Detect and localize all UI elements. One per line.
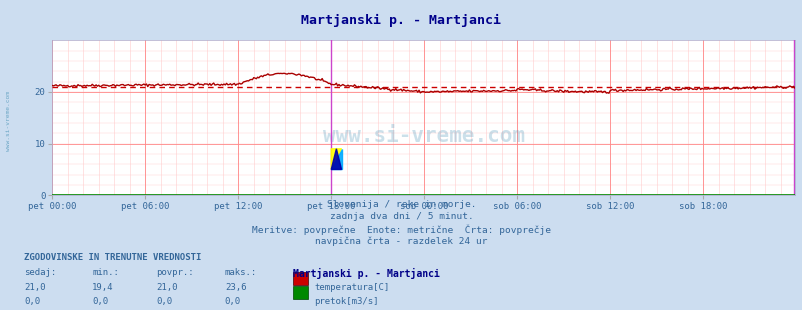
- Polygon shape: [330, 149, 341, 170]
- Text: Slovenija / reke in morje.: Slovenija / reke in morje.: [326, 200, 476, 209]
- Text: navpična črta - razdelek 24 ur: navpična črta - razdelek 24 ur: [315, 236, 487, 246]
- Text: pretok[m3/s]: pretok[m3/s]: [314, 297, 378, 306]
- Text: 0,0: 0,0: [24, 297, 40, 306]
- Text: povpr.:: povpr.:: [156, 268, 194, 277]
- Text: min.:: min.:: [92, 268, 119, 277]
- Text: www.si-vreme.com: www.si-vreme.com: [322, 126, 524, 146]
- Text: 21,0: 21,0: [24, 283, 46, 292]
- Text: 21,0: 21,0: [156, 283, 178, 292]
- Polygon shape: [330, 149, 341, 170]
- Text: maks.:: maks.:: [225, 268, 257, 277]
- Text: temperatura[C]: temperatura[C]: [314, 283, 389, 292]
- Text: 0,0: 0,0: [92, 297, 108, 306]
- Text: 0,0: 0,0: [156, 297, 172, 306]
- Text: Martjanski p. - Martjanci: Martjanski p. - Martjanci: [293, 268, 439, 279]
- Text: 23,6: 23,6: [225, 283, 246, 292]
- Polygon shape: [330, 149, 341, 170]
- Text: Meritve: povprečne  Enote: metrične  Črta: povprečje: Meritve: povprečne Enote: metrične Črta:…: [252, 225, 550, 235]
- Text: www.si-vreme.com: www.si-vreme.com: [6, 91, 11, 151]
- Text: 0,0: 0,0: [225, 297, 241, 306]
- Text: sedaj:: sedaj:: [24, 268, 56, 277]
- Text: 19,4: 19,4: [92, 283, 114, 292]
- Text: ZGODOVINSKE IN TRENUTNE VREDNOSTI: ZGODOVINSKE IN TRENUTNE VREDNOSTI: [24, 253, 201, 262]
- Text: Martjanski p. - Martjanci: Martjanski p. - Martjanci: [301, 14, 501, 27]
- Text: zadnja dva dni / 5 minut.: zadnja dva dni / 5 minut.: [329, 212, 473, 221]
